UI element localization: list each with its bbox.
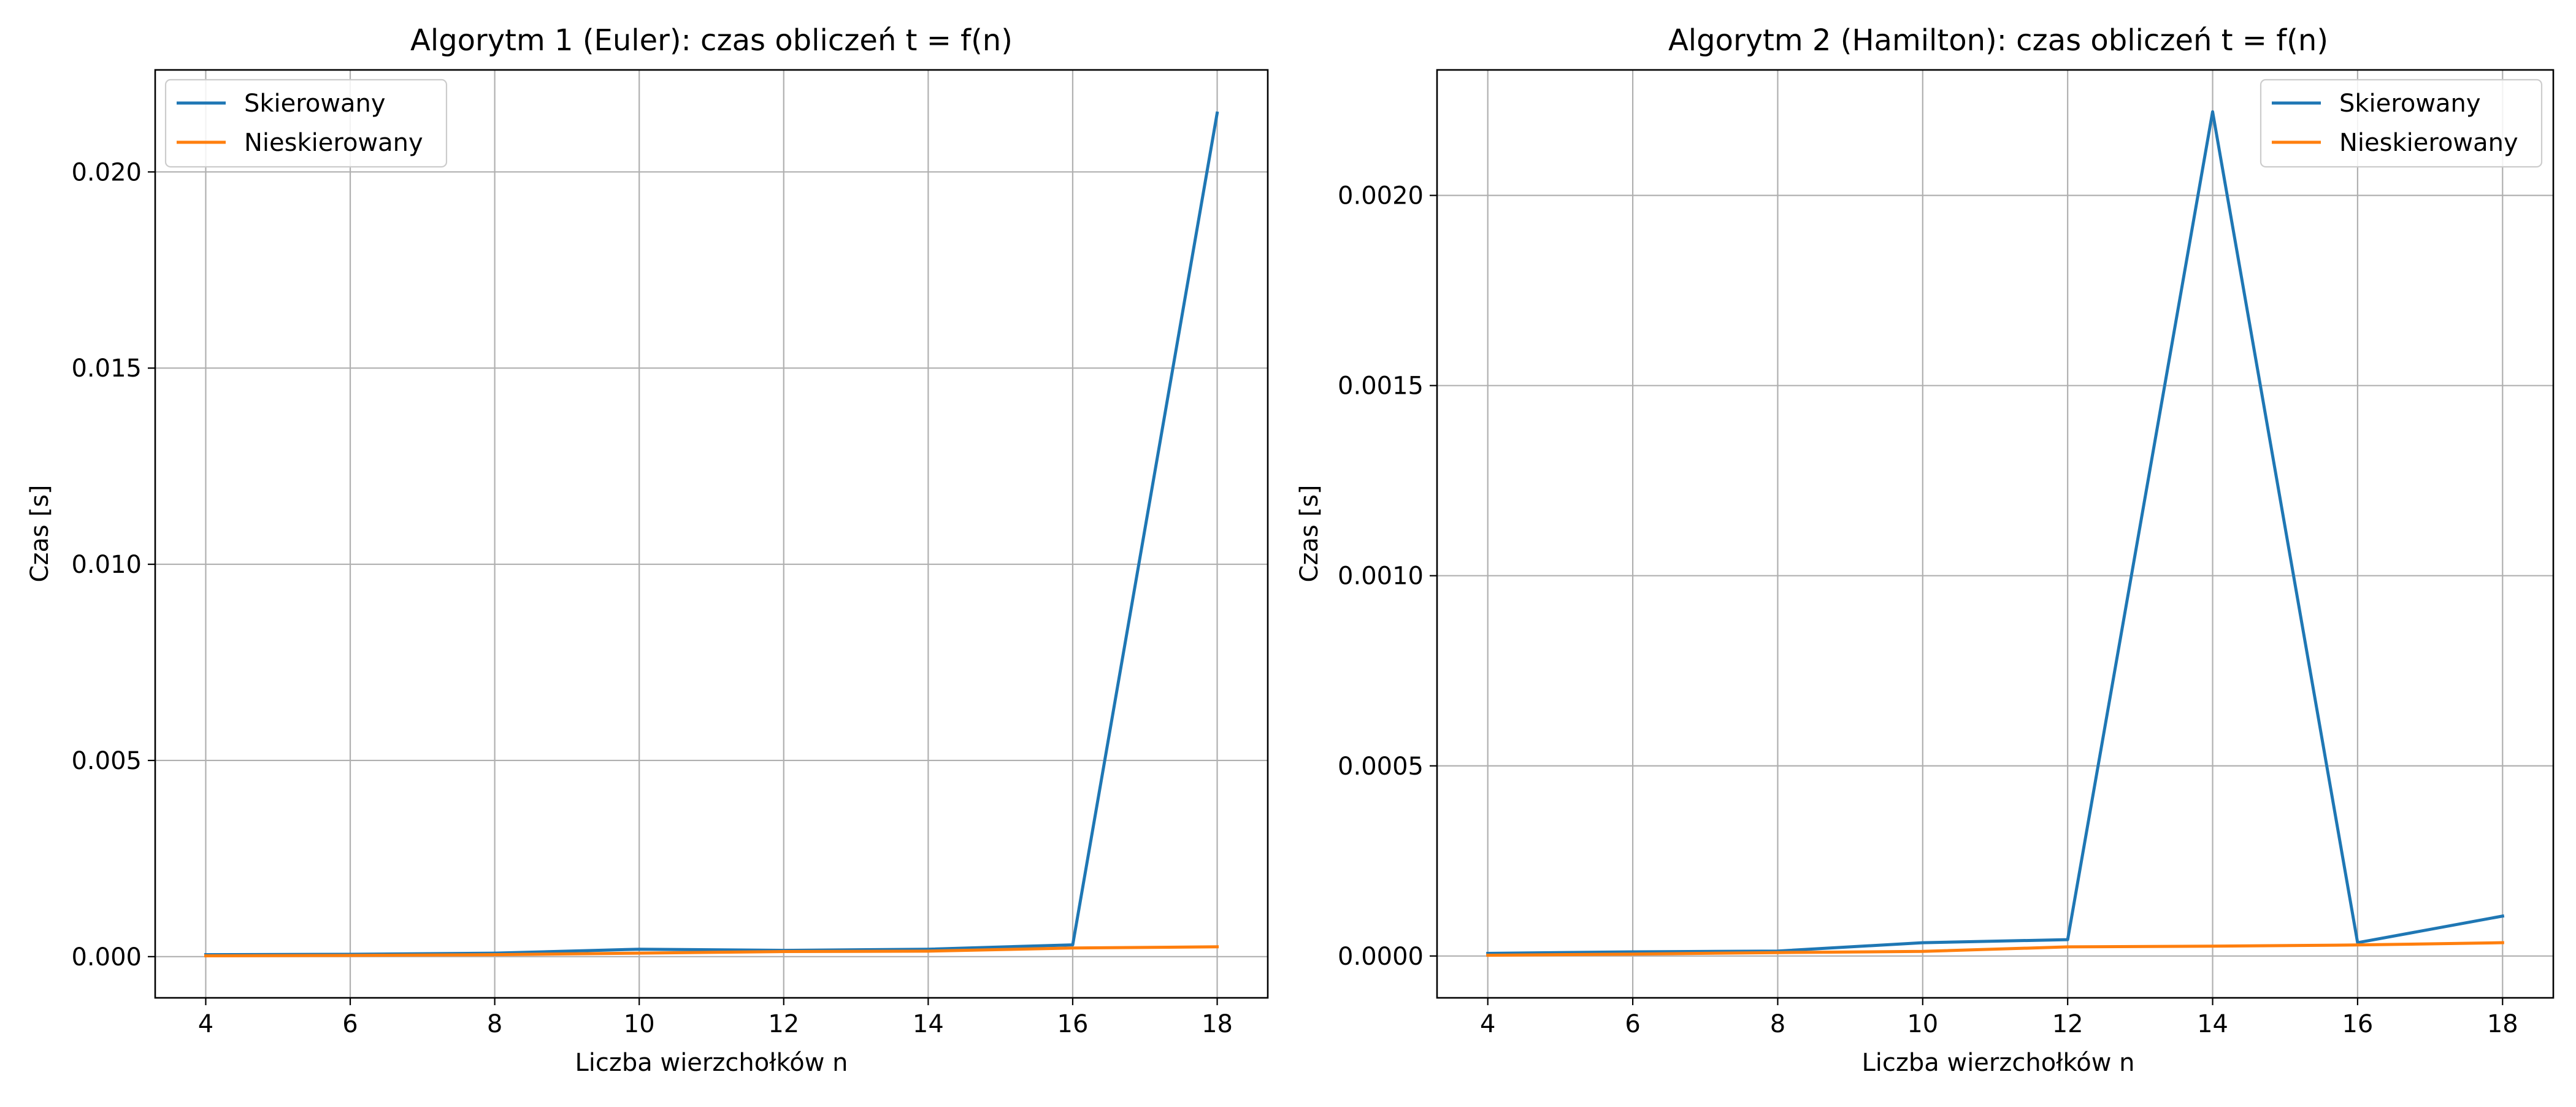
y-tick-label: 0.015: [71, 354, 142, 383]
axes-border: [155, 70, 1268, 998]
x-tick-label: 12: [2052, 1010, 2083, 1038]
y-tick-label: 0.010: [71, 551, 142, 579]
x-tick-label: 18: [1202, 1010, 1233, 1038]
x-tick-label: 14: [913, 1010, 944, 1038]
axes-frame: [1437, 70, 2553, 998]
x-tick-label: 6: [342, 1010, 358, 1038]
x-tick-label: 8: [1770, 1010, 1785, 1038]
legend-label: Skierowany: [2339, 90, 2481, 118]
series-lines: [1488, 112, 2503, 955]
chart-title: Algorytm 2 (Hamilton): czas obliczeń t =…: [1668, 23, 2328, 58]
chart-title: Algorytm 1 (Euler): czas obliczeń t = f(…: [410, 23, 1013, 58]
legend-label: Skierowany: [244, 90, 386, 118]
x-axis-label: Liczba wierzchołków n: [1861, 1049, 2134, 1077]
axes-frame: [155, 70, 1268, 998]
x-tick-label: 4: [1480, 1010, 1495, 1038]
x-axis-label: Liczba wierzchołków n: [575, 1049, 848, 1077]
x-tick-label: 6: [1625, 1010, 1640, 1038]
y-tick-label: 0.0005: [1338, 753, 1424, 781]
legend: Skierowany Nieskierowany: [166, 80, 447, 167]
y-tick-label: 0.0000: [1338, 943, 1424, 971]
x-tick-label: 12: [768, 1010, 799, 1038]
x-tick-label: 10: [624, 1010, 655, 1038]
legend-label: Nieskierowany: [2339, 129, 2518, 157]
grid: [1437, 70, 2553, 998]
series-line-nieskierowany: [1488, 943, 2503, 956]
ticks: 4 6 8 10 12 14 16 18 0.000 0.005 0.010 0.015 0.020: [71, 158, 1233, 1038]
y-axis-label: Czas [s]: [1295, 485, 1324, 582]
axes-border: [1437, 70, 2553, 998]
y-tick-label: 0.000: [71, 943, 142, 971]
series-line-nieskierowany: [206, 947, 1217, 956]
x-tick-label: 16: [1057, 1010, 1089, 1038]
x-tick-label: 14: [2197, 1010, 2228, 1038]
x-tick-label: 10: [1907, 1010, 1938, 1038]
ticks: 4 6 8 10 12 14 16 18 0.0000 0.0005 0.0010 0.0015 0.0…: [1338, 182, 2518, 1038]
series-line-skierowany: [1488, 112, 2503, 953]
y-axis-label: Czas [s]: [26, 485, 54, 582]
series-lines: [205, 113, 1217, 956]
grid: [155, 70, 1268, 998]
series-line-skierowany: [206, 113, 1217, 954]
x-tick-label: 18: [2487, 1010, 2518, 1038]
plot-hamilton: Algorytm 2 (Hamilton): czas obliczeń t =…: [1295, 23, 2553, 1077]
x-tick-label: 4: [198, 1010, 213, 1038]
y-tick-label: 0.0020: [1338, 182, 1424, 210]
x-tick-label: 16: [2342, 1010, 2373, 1038]
plot-euler: Algorytm 1 (Euler): czas obliczeń t = f(…: [26, 23, 1268, 1077]
legend: Skierowany Nieskierowany: [2261, 80, 2542, 167]
legend-label: Nieskierowany: [244, 129, 423, 157]
y-tick-label: 0.005: [71, 747, 142, 775]
y-tick-label: 0.020: [71, 158, 142, 186]
y-tick-label: 0.0010: [1338, 562, 1424, 591]
y-tick-label: 0.0015: [1338, 372, 1424, 400]
x-tick-label: 8: [487, 1010, 502, 1038]
